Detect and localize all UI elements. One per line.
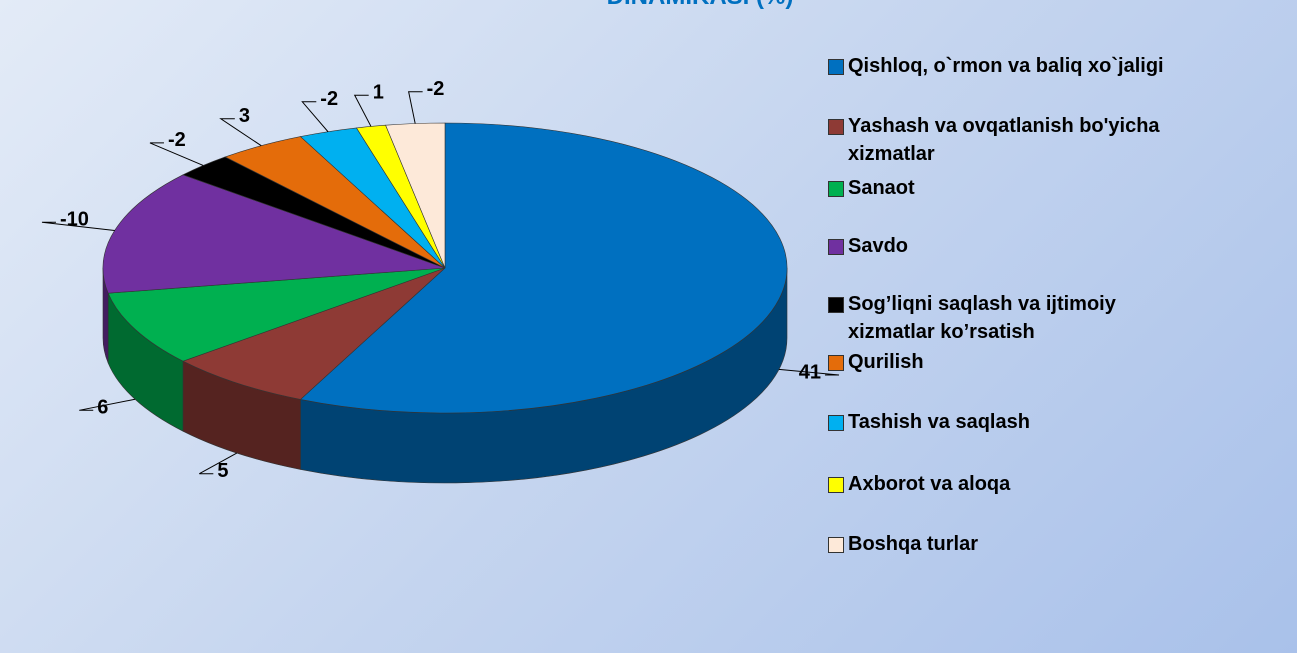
leader-line: [149, 142, 204, 166]
legend-label: Sog’liqni saqlash va ijtimoiy xizmatlar …: [848, 293, 1116, 343]
legend-swatch: [828, 239, 844, 255]
legend-item: Qishloq, o`rmon va baliq xo`jaligi: [828, 52, 1278, 80]
legend-label: Qishloq, o`rmon va baliq xo`jaligi: [848, 55, 1164, 77]
legend-swatch: [828, 477, 844, 493]
chart-title: DINAMIKASI (%): [607, 0, 794, 10]
leader-line: [778, 368, 840, 376]
pie-slice: [182, 267, 446, 400]
leader-line: [199, 452, 238, 475]
data-label: -10: [60, 208, 89, 230]
legend-label: Tashish va saqlash: [848, 411, 1030, 433]
leader-line: [301, 101, 329, 133]
legend-swatch: [828, 297, 844, 313]
legend-item: Axborot va aloqa: [828, 470, 1278, 498]
legend-label: Sanaot: [848, 177, 915, 199]
legend-item: Sog’liqni saqlash va ijtimoiy xizmatlar …: [828, 290, 1278, 346]
data-label: -2: [320, 88, 338, 110]
legend-label: Qurilish: [848, 351, 924, 373]
leader-line: [79, 398, 136, 411]
data-label: 41: [799, 361, 821, 383]
pie-slice: [385, 122, 446, 269]
leader-line: [408, 91, 423, 124]
legend-swatch: [828, 59, 844, 75]
data-label: -2: [168, 129, 186, 151]
legend-label: Savdo: [848, 235, 909, 257]
leader-line: [41, 221, 115, 231]
data-label: 1: [373, 82, 384, 104]
legend-swatch: [828, 415, 844, 431]
legend-label: Boshqa turlar: [848, 533, 979, 555]
legend-item: Tashish va saqlash: [828, 408, 1278, 436]
legend-swatch: [828, 537, 844, 553]
data-label: 6: [97, 397, 108, 419]
pie-slice: [299, 122, 788, 414]
legend-item: Savdo: [828, 232, 1278, 260]
pie-slice: [107, 267, 446, 362]
leader-line: [219, 118, 262, 147]
data-label: 5: [217, 460, 228, 482]
legend-item: Qurilish: [828, 348, 1278, 376]
legend-label: Axborot va aloqa: [848, 473, 1011, 495]
legend-swatch: [828, 119, 844, 135]
legend-swatch: [828, 181, 844, 197]
data-label: -2: [427, 78, 445, 100]
data-label: 3: [239, 105, 250, 127]
pie-slice: [102, 174, 446, 294]
legend-label: Yashash va ovqatlanish bo'yicha xizmatla…: [848, 115, 1160, 165]
legend-item: Boshqa turlar: [828, 530, 1278, 558]
legend-item: Sanaot: [828, 174, 1278, 202]
leader-line: [353, 94, 372, 127]
legend-item: Yashash va ovqatlanish bo'yicha xizmatla…: [828, 112, 1278, 168]
legend-swatch: [828, 355, 844, 371]
